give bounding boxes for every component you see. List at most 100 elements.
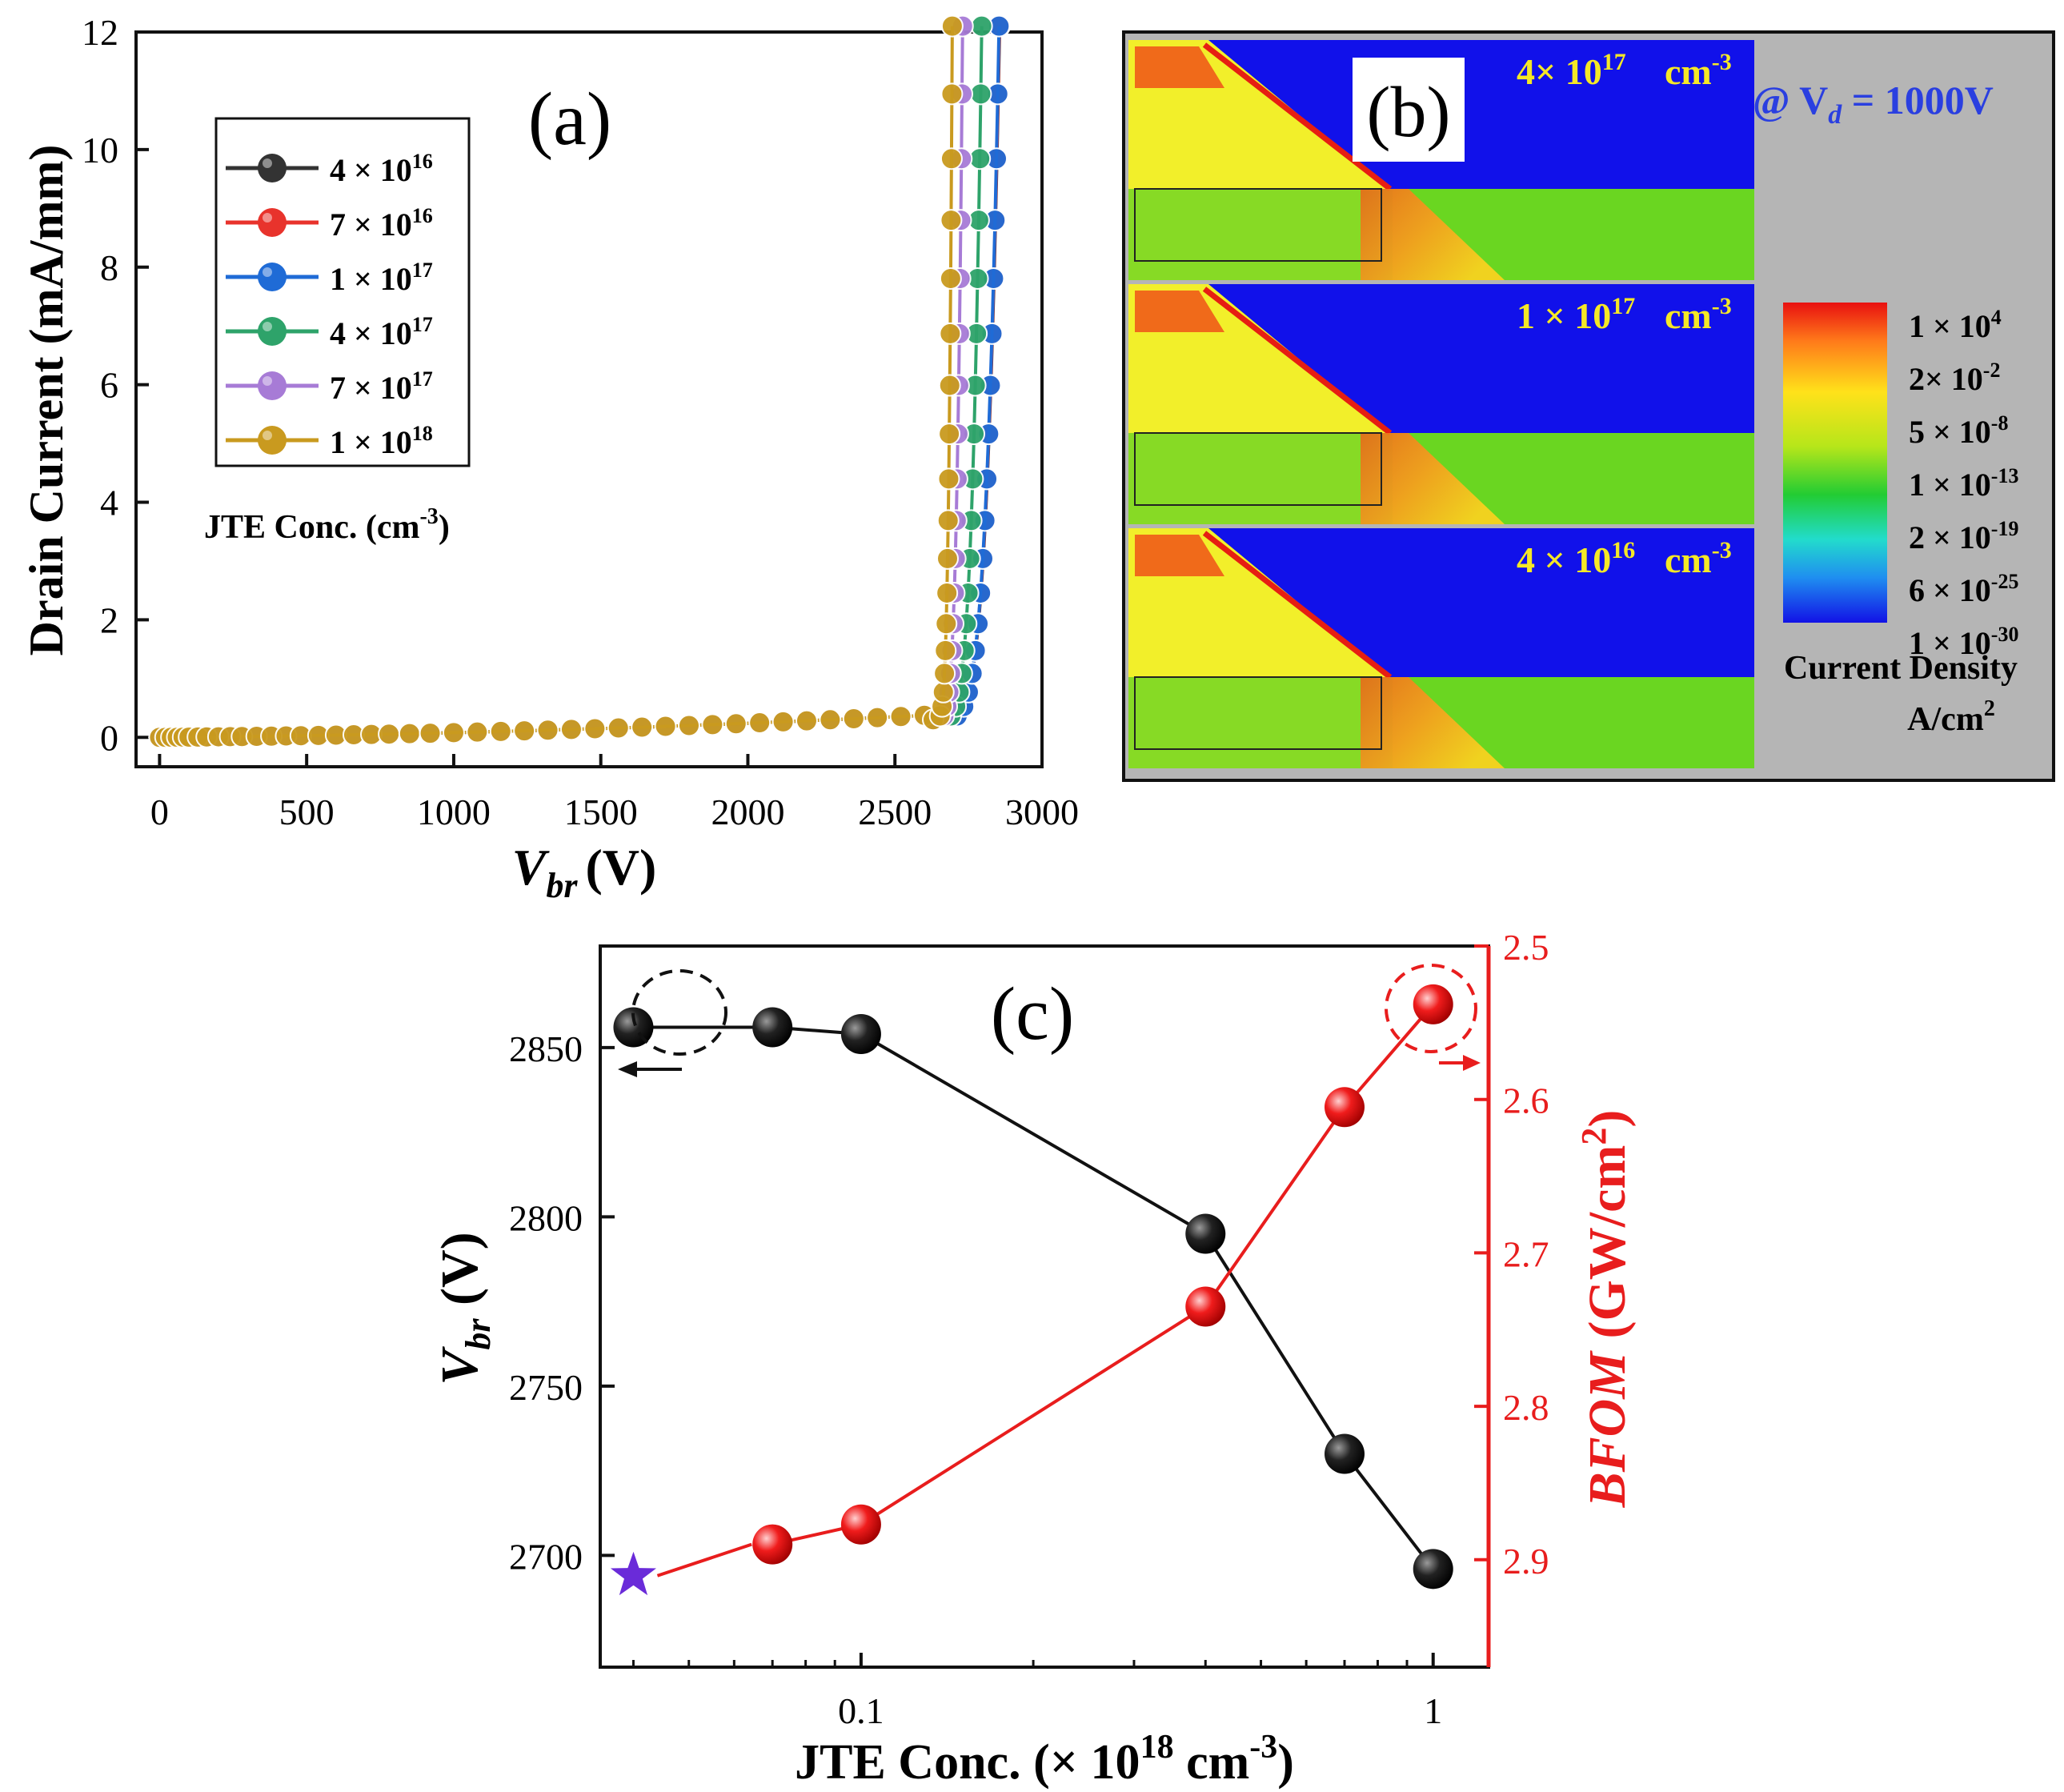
c-yl-tick-label: 2700 (509, 1536, 583, 1577)
colorbar-tick-0-exp: 4 (1991, 306, 2002, 329)
series-point-5 (938, 423, 961, 446)
series-point-5 (940, 147, 963, 170)
series-point-5 (701, 713, 724, 736)
legend-marker-highlight (263, 213, 272, 222)
y-tick-label: 10 (82, 130, 118, 170)
row-label-1: 1 × 1017 (1517, 293, 1635, 336)
c-yr-tick-label: 2.7 (1503, 1233, 1549, 1274)
series-point-5 (936, 509, 960, 532)
field-under-jte (1128, 677, 1361, 768)
row-label-0-base: 4× 10 (1517, 51, 1602, 92)
legend-marker-highlight (263, 158, 272, 168)
series-point-5 (795, 709, 818, 732)
row-label-2-base: 4 × 10 (1517, 539, 1611, 580)
field-under-jte (1128, 189, 1361, 280)
c-point-BFOM (1325, 1087, 1365, 1128)
jte-edge (1202, 287, 1393, 435)
legend-box (214, 117, 471, 467)
legend-label-4: 7 × 1017 (330, 367, 433, 406)
c-x-tick-label: 1 (1424, 1690, 1442, 1731)
series-point-5 (937, 467, 960, 491)
colorbar-tick-2-exp: -8 (1991, 411, 2009, 435)
vbr-highlight-circle (631, 969, 727, 1056)
x-tick-label: 3000 (1005, 792, 1079, 832)
panel-c-ticks: 0.1 1 2700 2750 2800 2850 2.5 2.6 2.7 2.8 2.9 (509, 927, 1549, 1731)
colorbar-tick-4-exp: -19 (1991, 517, 2019, 540)
row-label-2: 4 × 1016 (1517, 537, 1635, 580)
legend-marker (258, 317, 287, 346)
c-star-link (656, 1542, 752, 1578)
device-row-0: 4× 1017 cm-3 (1128, 40, 1754, 280)
colorbar-tick-5: 6 × 10-25 (1909, 570, 2018, 608)
legend-label-0-base: 4 × 10 (330, 152, 412, 188)
hot-spot (1361, 677, 1505, 768)
c-x-tick-label: 0.1 (838, 1690, 884, 1731)
legend-label-0: 4 × 1016 (330, 150, 433, 188)
series-point-3 (969, 82, 992, 106)
row-unit-1: cm-3 (1665, 293, 1732, 336)
y-tick-label: 8 (100, 247, 118, 288)
legend-label-4-exp: 17 (412, 367, 433, 391)
c-point-Vbr (752, 1007, 793, 1048)
legend-label-5: 1 × 1018 (330, 422, 433, 460)
panel-c-series (610, 984, 1453, 1596)
series-point-5 (378, 723, 401, 746)
legend-label-3-exp: 17 (412, 313, 433, 336)
legend-label-5-base: 1 × 10 (330, 424, 412, 460)
series-point-5 (932, 680, 955, 704)
series-point-5 (677, 714, 700, 737)
row-unit-base: cm (1665, 295, 1712, 336)
c-point-Vbr (840, 1013, 881, 1054)
series-point-5 (398, 722, 421, 745)
panel-a-series (148, 14, 1012, 749)
c-yr-tick-label: 2.8 (1503, 1387, 1549, 1428)
legend-marker (258, 426, 287, 455)
series-point-5 (513, 720, 536, 743)
c-star-marker (610, 1551, 656, 1596)
series-point-5 (933, 662, 956, 685)
legend-marker-highlight (263, 322, 272, 331)
y-tick-label: 6 (100, 365, 118, 406)
series-point-5 (724, 712, 747, 736)
c-point-BFOM (752, 1524, 793, 1565)
row-unit-0: cm-3 (1665, 49, 1732, 92)
series-point-5 (940, 14, 964, 38)
colorbar (1783, 303, 1887, 623)
colorbar-tick-1: 2× 10-2 (1909, 359, 2000, 397)
colorbar-tick-5-base: 6 × 10 (1909, 572, 1991, 608)
mesh-outline (1134, 676, 1382, 750)
panel-b: 4× 1017 cm-31 × 1017 cm-34 × 1016 cm-3 (… (1122, 30, 2055, 782)
c-point-BFOM (1413, 984, 1453, 1024)
jte-edge (1202, 42, 1393, 191)
colorbar-tick-1-base: 2× 10 (1909, 361, 1983, 397)
row-unit-exp: -3 (1712, 293, 1732, 319)
series-point-5 (771, 710, 795, 733)
hot-spot (1361, 189, 1505, 280)
row-unit-base: cm (1665, 539, 1712, 580)
colorbar-tick-3: 1 × 10-13 (1909, 464, 2018, 503)
colorbar-title: Current Density (1784, 650, 2018, 687)
colorbar-tick-4-base: 2 × 10 (1909, 519, 1991, 555)
row-label-2-exp: 16 (1611, 537, 1635, 563)
row-label-1-exp: 17 (1611, 293, 1635, 319)
legend-marker (258, 154, 287, 182)
legend-label-2-base: 1 × 10 (330, 261, 412, 297)
c-yr-tick-label: 2.6 (1503, 1080, 1549, 1121)
c-point-BFOM (1185, 1286, 1226, 1327)
row-unit-exp: -3 (1712, 537, 1732, 563)
series-point-5 (939, 322, 962, 345)
legend-label-1: 7 × 1016 (330, 204, 433, 243)
mesh-outline (1134, 188, 1382, 262)
colorbar-tick-5-exp: -25 (1991, 570, 2019, 593)
series-point-5 (607, 716, 630, 740)
series-point-5 (583, 717, 607, 740)
legend-label-3-base: 4 × 10 (330, 315, 412, 351)
c-yl-tick-label: 2750 (509, 1367, 583, 1408)
panel-c-ylabel-left: Vbr (V) (431, 1232, 498, 1385)
panel-a-ticks: 0 500 1000 1500 2000 2500 3000 0 2 4 6 8 10 12 (82, 12, 1079, 832)
y-tick-label: 4 (100, 483, 118, 523)
series-point-5 (419, 722, 442, 745)
x-tick-label: 2000 (711, 792, 784, 832)
